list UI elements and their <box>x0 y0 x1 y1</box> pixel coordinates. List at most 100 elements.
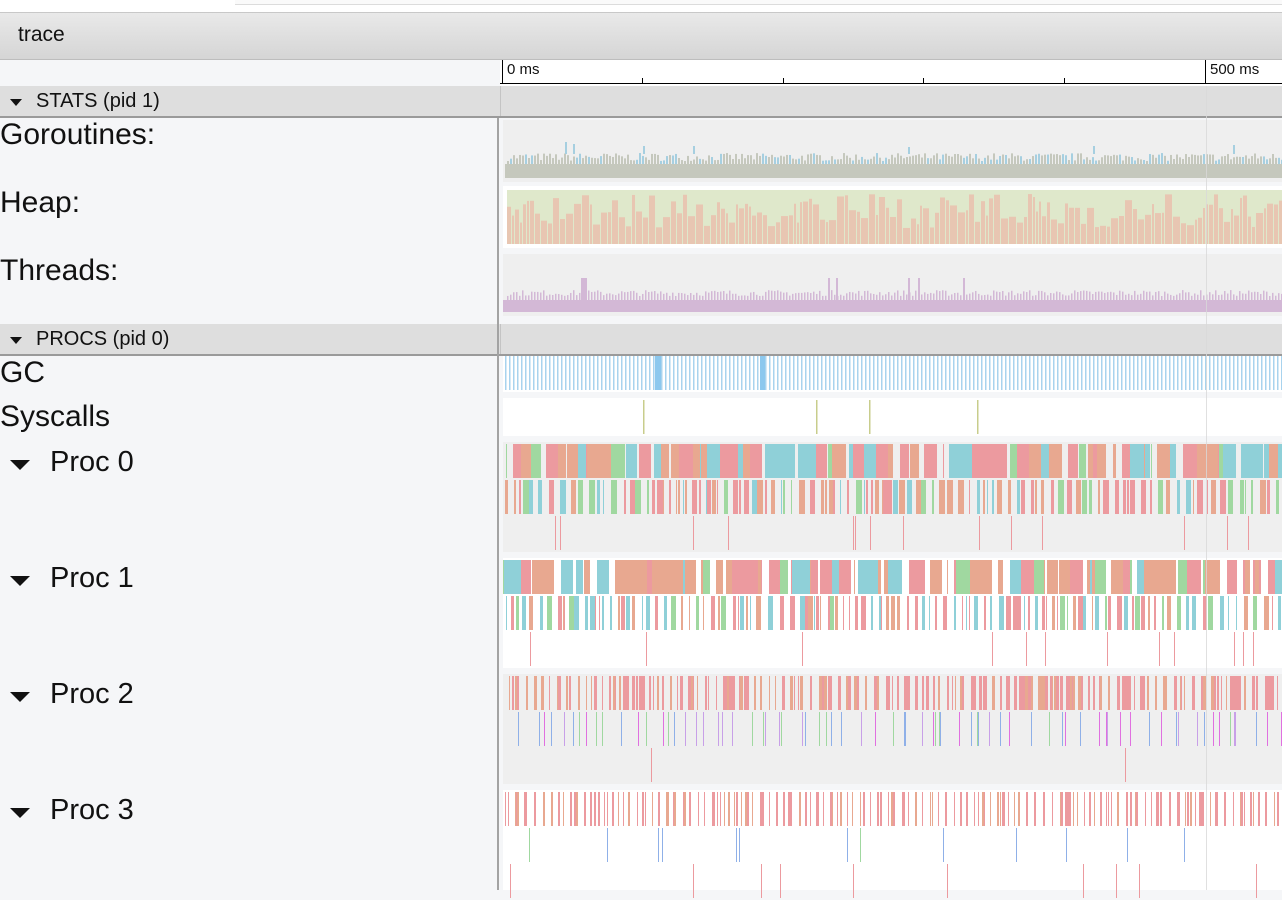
heap-counter-track[interactable] <box>503 186 1282 248</box>
deep-slice <box>693 516 694 550</box>
nested-slice <box>1062 712 1063 746</box>
nested-slice <box>969 596 970 630</box>
heap-alloc-bar <box>1001 218 1008 244</box>
nested-slice <box>757 480 763 514</box>
proc-2-track[interactable] <box>503 674 1282 784</box>
goroutine-slice <box>747 792 749 826</box>
goroutine-slice <box>597 444 598 478</box>
collapse-triangle-icon[interactable] <box>10 99 22 106</box>
goroutine-slice <box>584 560 590 594</box>
goroutine-spike <box>546 155 548 164</box>
goroutine-spike <box>1254 153 1256 164</box>
goroutine-slice <box>1223 444 1236 478</box>
syscalls-track[interactable] <box>503 398 1282 436</box>
goroutine-slice <box>1190 792 1192 826</box>
goroutine-spike <box>771 154 773 164</box>
goroutine-slice <box>700 444 701 478</box>
proc-0-expand-triangle-icon[interactable] <box>10 460 30 470</box>
thread-spike <box>1134 290 1136 300</box>
goroutine-slice <box>513 444 521 478</box>
goroutine-slice <box>1008 792 1009 826</box>
procs-group-header[interactable]: PROCS (pid 0) <box>0 324 1282 356</box>
nested-slice <box>1154 596 1156 630</box>
goroutine-slice <box>1025 676 1027 710</box>
goroutine-slice <box>558 792 560 826</box>
gc-slice <box>777 356 779 390</box>
goroutine-slice <box>1043 792 1045 826</box>
nested-slice <box>1278 596 1281 630</box>
ruler-left-spacer <box>0 60 500 86</box>
label-panel-divider[interactable] <box>497 118 499 890</box>
proc-0-track[interactable] <box>503 442 1282 552</box>
thread-spike <box>810 292 812 300</box>
gc-slice <box>789 356 791 390</box>
goroutine-slice <box>1108 676 1110 710</box>
gc-slice <box>1209 356 1211 390</box>
thread-spike <box>1098 291 1100 300</box>
heap-alloc-bar <box>1069 207 1074 244</box>
goroutine-slice <box>604 792 605 826</box>
thread-spike <box>1164 291 1166 300</box>
thread-spike <box>711 291 713 300</box>
goroutine-slice <box>776 792 778 826</box>
gc-slice <box>1061 356 1063 390</box>
heap-alloc-bar <box>935 212 939 244</box>
nested-slice <box>879 596 881 630</box>
collapse-triangle-icon[interactable] <box>10 337 22 344</box>
goroutine-spike <box>1122 160 1124 164</box>
goroutine-slice <box>1243 560 1245 594</box>
gc-slice <box>1145 356 1147 390</box>
heap-alloc-bar <box>656 227 662 244</box>
proc-3-track[interactable] <box>503 790 1282 898</box>
proc-2-expand-triangle-icon[interactable] <box>10 692 30 702</box>
goroutine-slice <box>1163 560 1171 594</box>
nested-slice <box>544 712 545 746</box>
thread-spike <box>1095 291 1097 300</box>
thread-spike <box>849 291 851 300</box>
goroutine-slice <box>1215 792 1217 826</box>
gc-slice <box>617 356 619 390</box>
goroutine-spike <box>1161 153 1163 164</box>
goroutine-slice <box>998 560 1003 594</box>
goroutine-slice <box>625 676 627 710</box>
thread-spike <box>999 292 1001 300</box>
heap-alloc-bar <box>917 224 919 244</box>
proc-3-expand-triangle-icon[interactable] <box>10 808 30 818</box>
thread-spike <box>906 294 908 300</box>
goroutine-spike <box>777 157 779 164</box>
goroutine-slice <box>888 560 902 594</box>
heap-alloc-bar <box>566 213 573 244</box>
goroutine-slice <box>910 444 919 478</box>
proc-1-expand-triangle-icon[interactable] <box>10 576 30 586</box>
goroutine-spike <box>618 155 620 164</box>
goroutine-slice <box>1113 444 1116 478</box>
deep-slice <box>947 864 948 898</box>
gc-track[interactable] <box>503 356 1282 392</box>
goroutine-slice <box>981 444 989 478</box>
gc-slice <box>1113 356 1115 390</box>
stats-group-header[interactable]: STATS (pid 1) <box>0 86 1282 118</box>
threads-counter-track[interactable] <box>503 254 1282 316</box>
time-ruler[interactable]: 0 ms 500 ms <box>500 60 1282 86</box>
nested-slice <box>717 480 718 514</box>
goroutine-slice <box>1233 792 1234 826</box>
nested-slice <box>781 712 782 746</box>
nested-slice <box>883 480 887 514</box>
thread-spike <box>537 291 539 300</box>
goroutine-slice <box>730 676 732 710</box>
goroutines-counter-track[interactable] <box>503 120 1282 182</box>
goroutine-slice <box>563 792 564 826</box>
proc-1-track[interactable] <box>503 558 1282 668</box>
thread-spike <box>1263 290 1265 300</box>
goroutine-peak <box>573 144 575 154</box>
gc-slice <box>805 356 807 390</box>
goroutine-spike <box>1152 154 1154 164</box>
goroutine-slice <box>1000 676 1002 710</box>
goroutine-slice <box>846 676 848 710</box>
proc-0-chart <box>505 444 1282 550</box>
thread-spike <box>888 292 890 300</box>
goroutine-slice <box>707 444 720 478</box>
goroutine-spike <box>840 159 842 164</box>
thread-spike <box>1044 292 1046 300</box>
proc-2-chart <box>509 676 1282 782</box>
